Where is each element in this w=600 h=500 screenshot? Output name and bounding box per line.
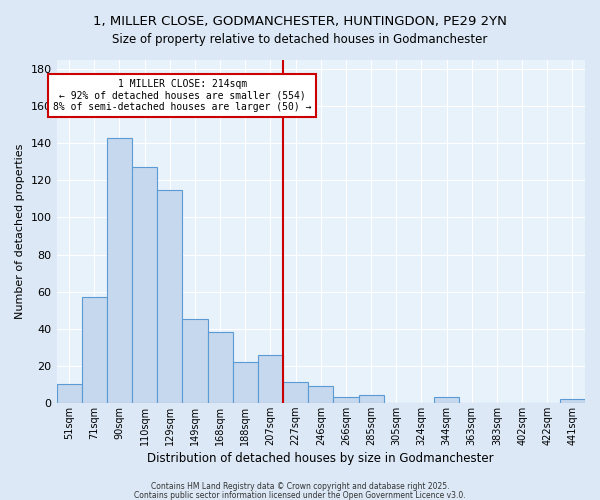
Text: 1, MILLER CLOSE, GODMANCHESTER, HUNTINGDON, PE29 2YN: 1, MILLER CLOSE, GODMANCHESTER, HUNTINGD… xyxy=(93,15,507,28)
Bar xyxy=(283,382,308,403)
Text: Size of property relative to detached houses in Godmanchester: Size of property relative to detached ho… xyxy=(112,32,488,46)
Bar xyxy=(82,297,107,403)
Bar xyxy=(434,397,459,403)
Bar xyxy=(258,354,283,403)
Bar xyxy=(182,320,208,403)
Bar xyxy=(308,386,334,403)
Bar xyxy=(157,190,182,403)
X-axis label: Distribution of detached houses by size in Godmanchester: Distribution of detached houses by size … xyxy=(148,452,494,465)
Text: Contains HM Land Registry data © Crown copyright and database right 2025.: Contains HM Land Registry data © Crown c… xyxy=(151,482,449,491)
Text: 1 MILLER CLOSE: 214sqm
← 92% of detached houses are smaller (554)
8% of semi-det: 1 MILLER CLOSE: 214sqm ← 92% of detached… xyxy=(53,78,311,112)
Text: Contains public sector information licensed under the Open Government Licence v3: Contains public sector information licen… xyxy=(134,490,466,500)
Bar xyxy=(233,362,258,403)
Bar xyxy=(132,168,157,403)
Y-axis label: Number of detached properties: Number of detached properties xyxy=(15,144,25,319)
Bar xyxy=(208,332,233,403)
Bar xyxy=(56,384,82,403)
Bar xyxy=(359,396,383,403)
Bar xyxy=(560,399,585,403)
Bar xyxy=(107,138,132,403)
Bar xyxy=(334,397,359,403)
